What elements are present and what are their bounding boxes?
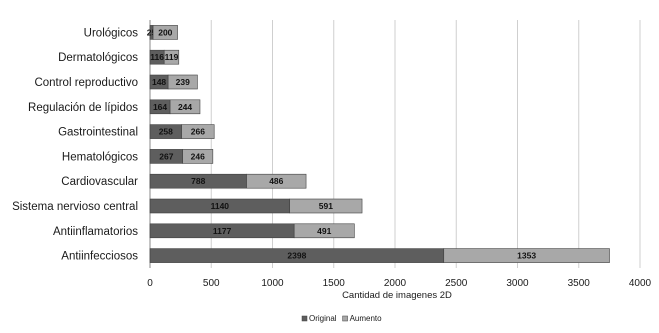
bar-aumento — [152, 25, 178, 40]
data-label: 148 — [152, 77, 166, 87]
data-label: 258 — [159, 127, 173, 137]
bar-aumento — [181, 124, 215, 139]
category-label: Antiinfecciosos — [61, 251, 138, 263]
x-tick-label: 3500 — [568, 278, 591, 289]
x-tick-label: 1500 — [323, 278, 346, 289]
bar-aumento — [246, 173, 307, 189]
category-label: Sistema nervioso central — [12, 201, 138, 213]
category-label: Urológicos — [84, 27, 139, 39]
legend-entry: Original — [309, 314, 337, 323]
bar-aumento — [167, 74, 198, 90]
bar-aumento — [182, 149, 214, 164]
x-tick-label: 1000 — [261, 278, 284, 289]
category-label: Control reproductivo — [34, 77, 138, 89]
bar-aumento — [163, 49, 180, 65]
data-label: 2398 — [287, 251, 306, 261]
bar-aumento — [169, 99, 201, 115]
x-tick-labels: 0 500 1000 1500 2000 2500 3000 3500 4000 — [147, 278, 651, 289]
data-label: 119 — [165, 52, 179, 62]
data-label: 267 — [159, 151, 173, 161]
gridlines — [149, 20, 641, 268]
x-tick-label: 4000 — [629, 278, 652, 289]
category-label: Regulación de lípidos — [28, 102, 138, 114]
legend: Original Aumento — [301, 314, 383, 323]
bar-aumento — [293, 223, 355, 239]
category-label: Dermatológicos — [58, 52, 138, 64]
data-label: 1353 — [517, 251, 536, 261]
data-label: 491 — [317, 226, 331, 236]
data-label: 1140 — [211, 201, 230, 211]
bars: 25 200 116 119 148 239 164 244 258 266 267 246 788 48… — [147, 25, 610, 263]
category-label: Cardiovascular — [61, 176, 138, 188]
x-tick-label: 3000 — [506, 278, 529, 289]
data-label: 200 — [158, 27, 172, 37]
bar-aumento — [443, 248, 610, 263]
category-label: Hematológicos — [62, 151, 138, 163]
x-tick-label: 500 — [203, 278, 220, 289]
data-label: 244 — [178, 102, 192, 112]
data-label: 1177 — [213, 226, 232, 236]
data-label: 486 — [269, 176, 283, 186]
category-labels: Urológicos Dermatológicos Control reproduc… — [12, 27, 138, 262]
category-label: Antiinflamatorios — [53, 226, 138, 238]
data-label: 25 — [147, 27, 157, 37]
legend-swatch — [301, 315, 308, 322]
data-label: 266 — [191, 127, 205, 137]
data-label: 164 — [153, 102, 167, 112]
data-label: 239 — [176, 77, 190, 87]
legend-entry: Aumento — [350, 314, 383, 323]
data-label: 246 — [191, 151, 205, 161]
bar-aumento — [289, 198, 363, 214]
x-axis-title: Cantidad de imagenes 2D — [342, 290, 452, 301]
legend-swatch — [342, 315, 348, 322]
x-tick-label: 2000 — [384, 278, 407, 289]
data-label: 116 — [150, 52, 164, 62]
category-label: Gastrointestinal — [58, 127, 138, 139]
data-label: 591 — [319, 201, 333, 211]
x-tick-label: 0 — [147, 278, 153, 289]
data-label: 788 — [191, 176, 205, 186]
x-tick-label: 2500 — [445, 278, 468, 289]
